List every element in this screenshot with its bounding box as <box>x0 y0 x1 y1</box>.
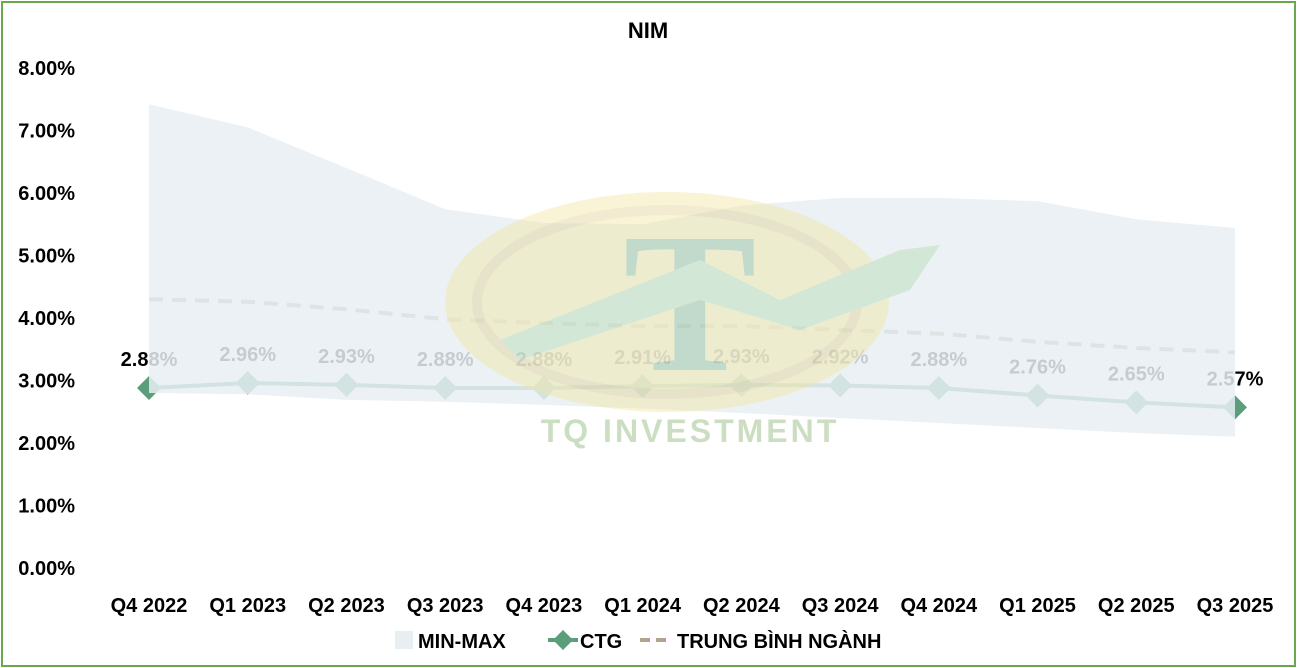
x-tick-label: Q4 2024 <box>900 595 978 617</box>
y-tick-label: 0.00% <box>18 558 75 580</box>
y-tick-label: 1.00% <box>18 496 75 518</box>
x-tick-label: Q3 2024 <box>802 595 880 617</box>
x-tick-label: Q2 2025 <box>1098 595 1175 617</box>
legend-swatch-min-max <box>395 631 413 649</box>
x-tick-label: Q3 2023 <box>407 595 484 617</box>
chart-title: NIM <box>628 18 668 43</box>
x-tick-label: Q1 2024 <box>604 595 682 617</box>
legend-label-average: TRUNG BÌNH NGÀNH <box>677 630 881 653</box>
watermark-logo: T TQ INVESTMENT <box>445 192 940 449</box>
x-tick-label: Q2 2023 <box>308 595 385 617</box>
x-tick-label: Q2 2024 <box>703 595 781 617</box>
x-tick-label: Q4 2022 <box>111 595 188 617</box>
y-tick-label: 8.00% <box>18 58 75 80</box>
watermark-text: TQ INVESTMENT <box>541 413 840 449</box>
y-tick-label: 7.00% <box>18 121 75 143</box>
y-tick-label: 2.00% <box>18 433 75 455</box>
y-tick-label: 3.00% <box>18 371 75 393</box>
x-tick-label: Q1 2023 <box>209 595 286 617</box>
x-tick-label: Q4 2023 <box>506 595 583 617</box>
legend-label-ctg: CTG <box>580 631 622 653</box>
legend: MIN-MAX CTG TRUNG BÌNH NGÀNH <box>395 630 881 653</box>
x-tick-label: Q3 2025 <box>1197 595 1274 617</box>
min-max-band <box>149 104 1235 437</box>
y-tick-label: 4.00% <box>18 308 75 330</box>
legend-label-min-max: MIN-MAX <box>418 631 506 653</box>
watermark-letter: T <box>623 193 756 414</box>
y-tick-label: 6.00% <box>18 183 75 205</box>
legend-swatch-ctg-marker <box>553 630 573 650</box>
y-tick-label: 5.00% <box>18 246 75 268</box>
x-tick-label: Q1 2025 <box>999 595 1076 617</box>
